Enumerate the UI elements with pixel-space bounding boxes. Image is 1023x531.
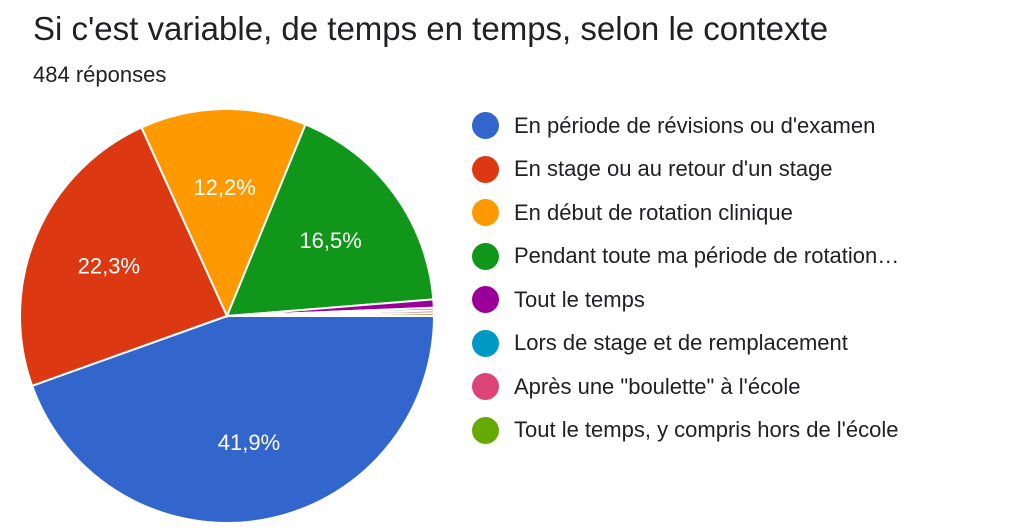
legend-swatch-2 <box>472 199 499 227</box>
legend-swatch-1 <box>472 155 499 183</box>
legend-item-5[interactable]: Lors de stage et de remplacement <box>472 322 899 366</box>
legend-item-1[interactable]: En stage ou au retour d'un stage <box>472 148 899 192</box>
legend-item-0[interactable]: En période de révisions ou d'examen <box>472 104 899 148</box>
pie-slice-1[interactable] <box>19 126 229 388</box>
legend-label-7: Tout le temps, y compris hors de l'école <box>514 417 899 443</box>
legend-item-6[interactable]: Après une "boulette" à l'école <box>472 365 899 409</box>
legend-swatch-6 <box>472 373 499 401</box>
chart-legend: En période de révisions ou d'examen En st… <box>472 104 899 452</box>
legend-label-5: Lors de stage et de remplacement <box>514 330 848 356</box>
slice-label-3: 16,5% <box>299 228 361 253</box>
legend-swatch-4 <box>472 286 499 314</box>
legend-label-0: En période de révisions ou d'examen <box>514 112 876 138</box>
legend-label-2: En début de rotation clinique <box>514 199 793 225</box>
pie-slice-0[interactable] <box>30 315 436 524</box>
legend-label-6: Après une "boulette" à l'école <box>514 373 801 399</box>
legend-item-7[interactable]: Tout le temps, y compris hors de l'école <box>472 409 899 453</box>
pie-slice-3[interactable] <box>225 123 435 318</box>
pie-slice-2[interactable] <box>140 108 307 319</box>
legend-item-3[interactable]: Pendant toute ma période de rotation… <box>472 235 899 279</box>
legend-swatch-5 <box>472 329 499 357</box>
legend-swatch-3 <box>472 242 499 270</box>
legend-label-1: En stage ou au retour d'un stage <box>514 156 833 182</box>
legend-swatch-0 <box>472 112 499 140</box>
legend-label-3: Pendant toute ma période de rotation… <box>514 243 900 269</box>
pie-slice-7[interactable] <box>226 312 436 317</box>
legend-swatch-7 <box>472 416 499 444</box>
chart-title: Si c'est variable, de temps en temps, se… <box>33 10 829 47</box>
response-count: 484 réponses <box>33 62 167 87</box>
slice-label-2: 12,2% <box>193 175 255 200</box>
legend-item-4[interactable]: Tout le temps <box>472 278 899 322</box>
legend-label-4: Tout le temps <box>514 286 645 312</box>
legend-item-2[interactable]: En début de rotation clinique <box>472 191 899 235</box>
slice-label-0: 41,9% <box>218 430 280 455</box>
slice-label-1: 22,3% <box>78 253 140 278</box>
